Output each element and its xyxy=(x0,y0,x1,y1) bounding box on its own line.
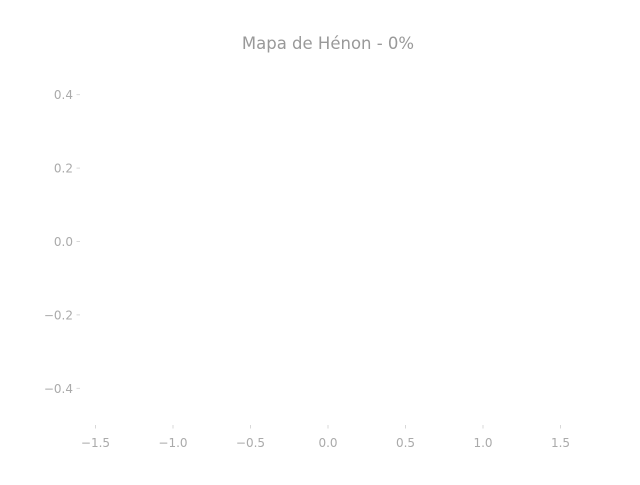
y-tick-label: 0.0 xyxy=(54,235,73,249)
x-tick-label: 0.5 xyxy=(396,436,415,450)
x-tick-label: 1.0 xyxy=(473,436,492,450)
x-tick-label: −0.5 xyxy=(236,436,265,450)
y-tick-label: −0.4 xyxy=(44,382,73,396)
x-tick-label: −1.0 xyxy=(158,436,187,450)
y-tick-label: 0.2 xyxy=(54,162,73,176)
x-axis: −1.5 −1.0 −0.5 0.0 0.5 1.0 1.5 xyxy=(81,425,570,450)
chart-title: Mapa de Hénon - 0% xyxy=(242,34,414,53)
x-tick-label: 1.5 xyxy=(551,436,570,450)
y-axis: 0.4 0.2 0.0 −0.2 −0.4 xyxy=(44,88,80,396)
y-tick-label: −0.2 xyxy=(44,308,73,322)
x-tick-label: −1.5 xyxy=(81,436,110,450)
y-tick-label: 0.4 xyxy=(54,88,73,102)
x-tick-label: 0.0 xyxy=(318,436,337,450)
